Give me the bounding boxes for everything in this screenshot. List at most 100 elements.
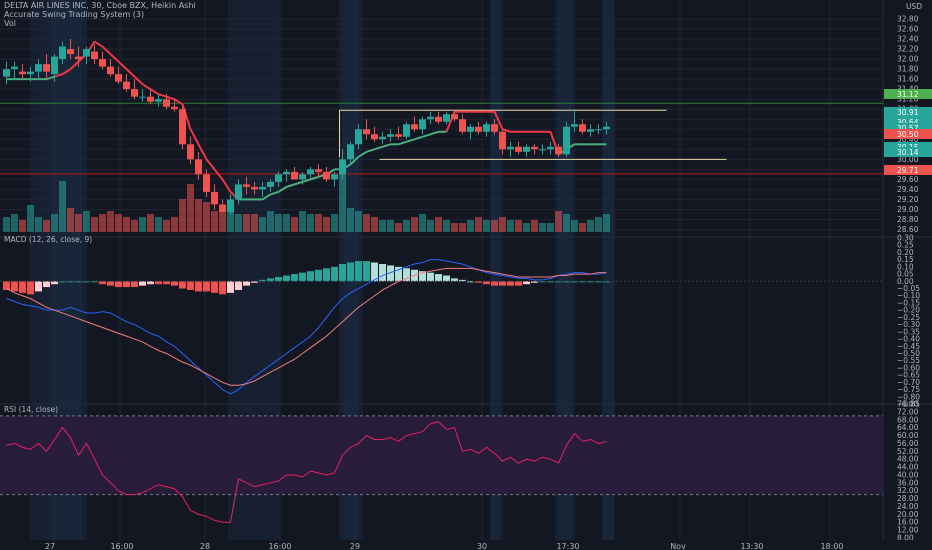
- time-axis-label: 16:00: [110, 542, 133, 550]
- price-axis-label: 31.60: [897, 75, 919, 84]
- macd-histogram-bar: [203, 281, 210, 292]
- candle-body: [211, 191, 218, 205]
- candle-body: [299, 174, 306, 180]
- candle-body: [19, 71, 26, 75]
- macd-histogram-bar: [587, 281, 594, 283]
- macd-axis-label: 0.00: [897, 277, 914, 286]
- trailing-stop-segment: [133, 75, 144, 85]
- trailing-stop-segment: [310, 175, 319, 181]
- candle-body: [547, 146, 554, 150]
- macd-axis-label: −0.70: [897, 378, 920, 387]
- volume-bar: [483, 220, 490, 232]
- time-axis-label: 16:00: [268, 542, 291, 550]
- volume-bar: [411, 217, 418, 232]
- macd-histogram-bar: [387, 265, 394, 282]
- volume-bar: [515, 220, 522, 232]
- price-axis-label: 32.40: [897, 35, 919, 44]
- rsi-axis-label: 32.00: [897, 486, 919, 495]
- time-axis-label: 17:30: [556, 542, 579, 550]
- volume-bar: [595, 217, 602, 232]
- macd-axis-label: −0.65: [897, 371, 920, 380]
- candle-body: [459, 119, 466, 132]
- volume-bar: [3, 217, 10, 232]
- macd-histogram-bar: [363, 261, 370, 282]
- rsi-axis-label: 68.00: [897, 415, 919, 424]
- volume-bar: [179, 199, 186, 232]
- session-band: [602, 0, 614, 540]
- macd-axis-label: −0.55: [897, 356, 920, 365]
- volume-bar: [347, 208, 354, 232]
- candle-body: [411, 124, 418, 130]
- price-axis-label: 30.00: [897, 155, 919, 164]
- rsi-axis-label: 40.00: [897, 470, 919, 479]
- macd-axis-label: −0.40: [897, 335, 920, 344]
- rsi-line: [6, 421, 607, 523]
- time-axis-label: 28: [200, 542, 210, 550]
- volume-bar: [131, 220, 138, 232]
- time-axis-label: 30: [477, 542, 487, 550]
- price-tag-label: 30.14: [897, 148, 919, 157]
- macd-histogram-bar: [291, 274, 298, 282]
- macd-axis-label: −0.25: [897, 313, 920, 322]
- trailing-stop-segment: [213, 168, 224, 181]
- macd-axis-label: −0.80: [897, 392, 920, 401]
- macd-axis-label: 0.30: [897, 234, 914, 243]
- macd-line: [6, 259, 607, 395]
- candle-body: [579, 124, 586, 132]
- price-axis-label: 29.60: [897, 175, 919, 184]
- time-axis-label: 29: [350, 542, 360, 550]
- candle-body: [3, 69, 10, 77]
- macd-histogram-bar: [403, 268, 410, 282]
- macd-histogram-bar: [35, 281, 42, 292]
- price-axis-label: 29.40: [897, 185, 919, 194]
- volume-bar: [299, 211, 306, 232]
- macd-histogram-bar: [475, 281, 482, 283]
- macd-histogram-bar: [51, 281, 58, 285]
- macd-histogram-bar: [539, 281, 546, 283]
- candle-body: [531, 146, 538, 150]
- trailing-stop-segment: [69, 60, 80, 70]
- volume-bar: [499, 217, 506, 232]
- volume-bar: [395, 223, 402, 232]
- trailing-stop-segment: [406, 138, 415, 143]
- macd-histogram-bar: [115, 281, 122, 288]
- trailing-stop-segment: [93, 40, 104, 48]
- candle-body: [467, 126, 474, 132]
- trailing-stop-segment: [149, 88, 160, 96]
- candle-body: [587, 129, 594, 132]
- price-tag: [884, 89, 932, 99]
- candle-body: [51, 56, 58, 75]
- volume-bar: [459, 223, 466, 232]
- indicator-label: Accurate Swing Trading System (3): [4, 10, 145, 19]
- price-tag: [884, 117, 932, 127]
- candle-body: [555, 146, 562, 155]
- trailing-stop-segment: [46, 75, 55, 81]
- volume-bar: [603, 214, 610, 232]
- candle-body: [251, 186, 258, 190]
- volume-bar: [539, 223, 546, 232]
- macd-histogram-bar: [427, 272, 434, 282]
- trailing-stop-segment: [302, 178, 311, 183]
- macd-histogram-bar: [331, 266, 338, 282]
- candle-body: [35, 64, 42, 72]
- time-axis-label: 18:00: [820, 542, 843, 550]
- candle-body: [363, 129, 370, 135]
- candle-body: [347, 144, 354, 160]
- currency-label: USD: [905, 2, 922, 11]
- chart-title: DELTA AIR LINES INC, 30, Cboe BZX, Heiki…: [4, 1, 196, 10]
- macd-histogram-bar: [43, 281, 50, 288]
- macd-histogram-bar: [315, 269, 322, 282]
- volume-bar: [91, 217, 98, 232]
- candle-body: [115, 74, 122, 82]
- volume-bar: [243, 214, 250, 232]
- price-axis-label: 31.20: [897, 95, 919, 104]
- candle-body: [235, 184, 242, 200]
- macd-histogram-bar: [563, 281, 570, 283]
- price-axis-label: 29.00: [897, 205, 919, 214]
- volume-bar: [427, 220, 434, 232]
- rsi-axis-label: 8.00: [897, 534, 914, 543]
- candle-body: [339, 159, 346, 175]
- rsi-label: RSI (14, close): [4, 405, 59, 414]
- volume-bar: [291, 217, 298, 232]
- volume-bar: [571, 220, 578, 232]
